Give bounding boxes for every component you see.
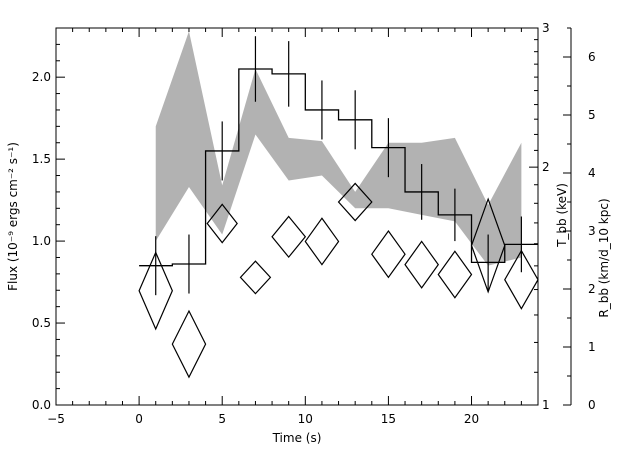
flux-step-line xyxy=(139,68,538,267)
x-tick-label: 0 xyxy=(135,412,143,426)
axes: −5 0 5 10 15 20 0.0 0.5 1.0 1.5 2.0 1 2 3 0 1 2 3 4 5 6 xyxy=(32,21,596,426)
radius-diamond-0 xyxy=(138,250,173,331)
x-tick-label: 20 xyxy=(464,412,479,426)
radius-diamond-9 xyxy=(437,250,473,299)
rbb-tick-label: 0 xyxy=(588,398,596,412)
radius-diamond-6 xyxy=(337,182,373,222)
rbb-axis-title: R_bb (km/d_10 kpc) xyxy=(597,198,611,317)
rbb-tick-label: 3 xyxy=(588,224,596,238)
y-tick-label: 1.5 xyxy=(32,152,51,166)
x-axis-title: Time (s) xyxy=(272,431,322,445)
x-tick-label: 5 xyxy=(218,412,226,426)
radius-diamonds xyxy=(138,182,539,379)
tbb-tick-label: 2 xyxy=(542,160,550,174)
rbb-tick-label: 4 xyxy=(588,166,596,180)
plot-frame xyxy=(55,27,539,406)
y-tick-label: 0.5 xyxy=(32,316,51,330)
rbb-tick-label: 6 xyxy=(588,50,596,64)
y-axis-title: Flux (10⁻⁹ ergs cm⁻² s⁻¹) xyxy=(6,142,20,291)
tbb-tick-label: 3 xyxy=(542,21,550,35)
y-tick-label: 2.0 xyxy=(32,70,51,84)
radius-diamond-3 xyxy=(239,260,272,295)
x-tick-label: 10 xyxy=(298,412,313,426)
x-tick-label: 15 xyxy=(381,412,396,426)
radius-diamond-7 xyxy=(371,229,406,279)
axis-labels: Time (s) Flux (10⁻⁹ ergs cm⁻² s⁻¹) T_bb (k… xyxy=(6,142,611,445)
radius-diamond-4 xyxy=(271,215,307,259)
temperature-band-area xyxy=(155,31,522,266)
tbb-axis-title: T_bb (keV) xyxy=(555,183,569,248)
tbb-tick-label: 1 xyxy=(542,398,550,412)
temperature-band xyxy=(155,31,522,266)
radius-diamond-1 xyxy=(171,309,207,379)
flux-error-bars xyxy=(155,36,522,296)
rbb-tick-label: 5 xyxy=(588,108,596,122)
flux-steps xyxy=(139,68,538,267)
y-tick-label: 0.0 xyxy=(32,398,51,412)
y-tick-label: 1.0 xyxy=(32,234,51,248)
radius-diamond-5 xyxy=(304,217,340,266)
radius-diamond-8 xyxy=(404,240,440,289)
rbb-tick-label: 1 xyxy=(588,340,596,354)
radius-diamond-2 xyxy=(206,203,238,244)
rbb-tick-label: 2 xyxy=(588,282,596,296)
x-tick-label: −5 xyxy=(47,412,65,426)
radius-diamond-10 xyxy=(470,197,506,294)
radius-diamond-11 xyxy=(504,249,539,310)
